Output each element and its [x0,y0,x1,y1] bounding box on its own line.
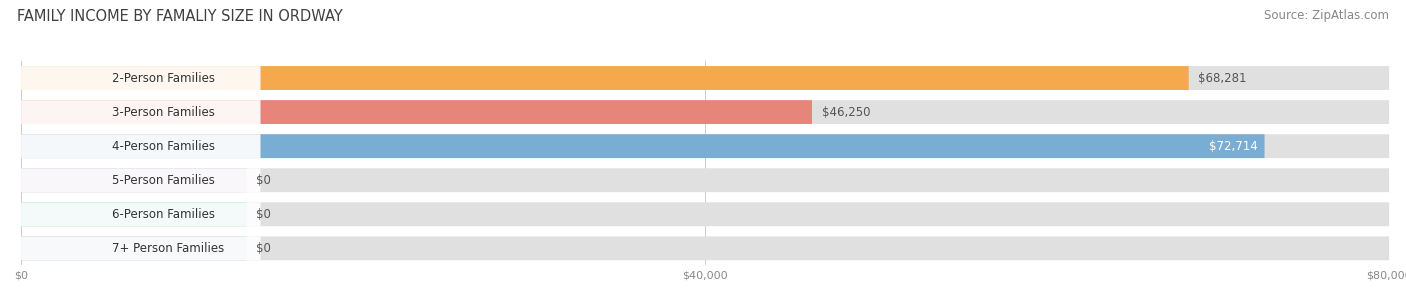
Text: 3-Person Families: 3-Person Families [112,106,215,119]
Text: $46,250: $46,250 [821,106,870,119]
Text: $0: $0 [256,242,271,255]
Text: Source: ZipAtlas.com: Source: ZipAtlas.com [1264,9,1389,22]
FancyBboxPatch shape [21,100,1389,124]
FancyBboxPatch shape [21,66,1188,90]
FancyBboxPatch shape [21,202,260,226]
Text: $68,281: $68,281 [1198,72,1247,84]
Text: $0: $0 [256,208,271,221]
Text: 7+ Person Families: 7+ Person Families [112,242,225,255]
FancyBboxPatch shape [21,168,1389,192]
Text: 2-Person Families: 2-Person Families [112,72,215,84]
Text: $72,714: $72,714 [1209,140,1258,152]
FancyBboxPatch shape [21,202,1389,226]
FancyBboxPatch shape [21,134,1264,158]
FancyBboxPatch shape [21,168,260,192]
Text: FAMILY INCOME BY FAMALIY SIZE IN ORDWAY: FAMILY INCOME BY FAMALIY SIZE IN ORDWAY [17,9,343,24]
FancyBboxPatch shape [21,202,247,226]
FancyBboxPatch shape [21,168,247,192]
Text: 5-Person Families: 5-Person Families [112,174,215,187]
FancyBboxPatch shape [21,66,1389,90]
Text: 4-Person Families: 4-Person Families [112,140,215,152]
FancyBboxPatch shape [21,134,260,158]
FancyBboxPatch shape [21,236,1389,260]
FancyBboxPatch shape [21,66,260,90]
FancyBboxPatch shape [21,236,247,260]
Text: $0: $0 [256,174,271,187]
FancyBboxPatch shape [21,134,1389,158]
FancyBboxPatch shape [21,100,813,124]
FancyBboxPatch shape [21,100,260,124]
FancyBboxPatch shape [21,236,260,260]
Text: 6-Person Families: 6-Person Families [112,208,215,221]
